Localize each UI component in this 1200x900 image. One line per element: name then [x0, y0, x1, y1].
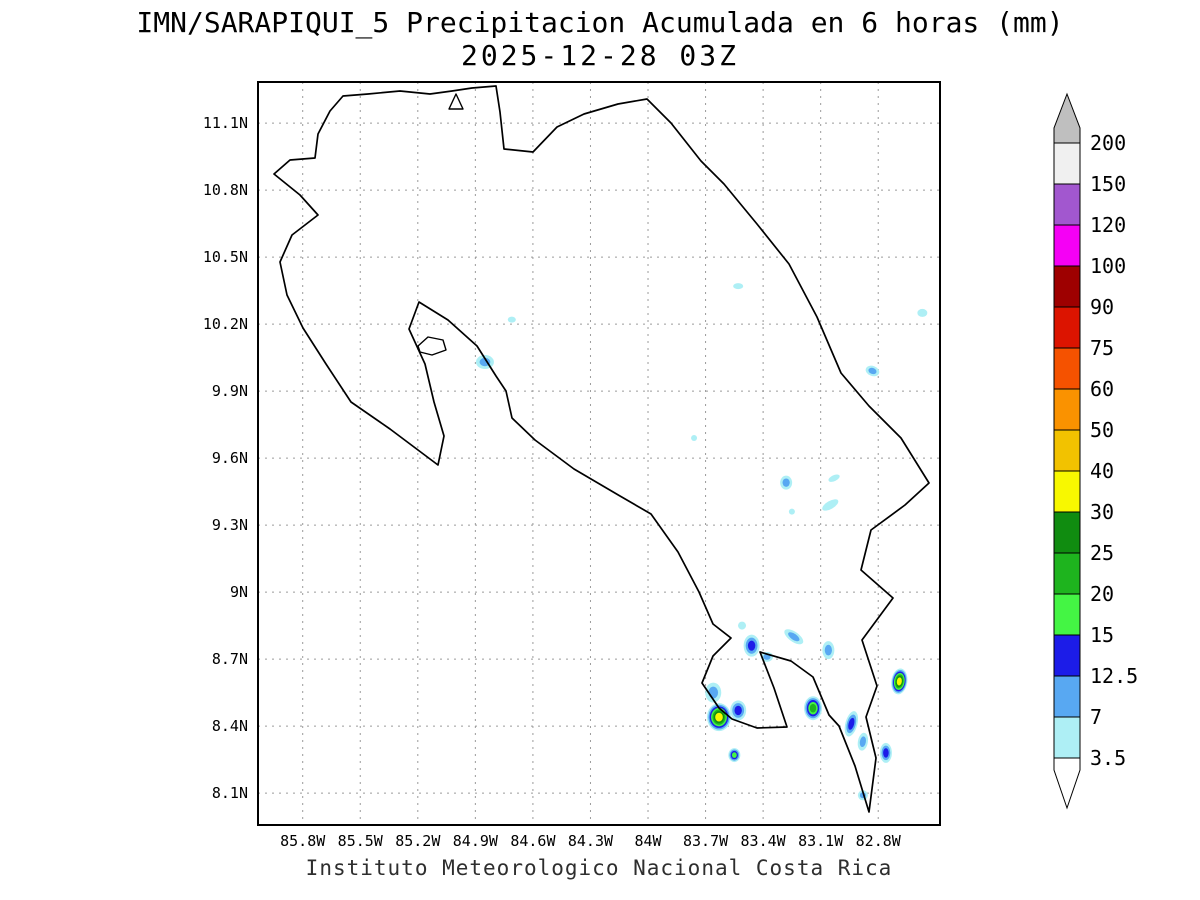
- colorbar-label: 3.5: [1090, 746, 1126, 770]
- y-tick-label: 10.5N: [203, 248, 248, 266]
- title-block: IMN/SARAPIQUI_5 Precipitacion Acumulada …: [0, 6, 1200, 72]
- colorbar-label: 25: [1090, 541, 1114, 565]
- y-tick-label: 8.7N: [212, 650, 248, 668]
- precip-contour: [733, 283, 744, 290]
- colorbar-band: [1053, 675, 1081, 718]
- precip-contour: [917, 308, 928, 317]
- colorbar-label: 7: [1090, 705, 1102, 729]
- precip-contour: [859, 736, 866, 748]
- precip-contour: [822, 499, 839, 511]
- y-tick-label: 10.2N: [203, 315, 248, 333]
- colorbar-band: [1053, 470, 1081, 513]
- y-tick-label: 8.4N: [212, 717, 248, 735]
- x-tick-label: 84.6W: [510, 832, 556, 850]
- grid-lines: [258, 82, 940, 825]
- colorbar-arrow-top: [1053, 92, 1081, 144]
- precip-contour: [691, 434, 698, 441]
- precip-contour: [809, 703, 817, 713]
- colorbar-band: [1053, 306, 1081, 349]
- colorbar-band: [1053, 265, 1081, 308]
- colorbar-band: [1053, 552, 1081, 595]
- caption-institute: Instituto Meteorologico Nacional Costa R…: [305, 856, 893, 880]
- x-tick-label: 84W: [634, 832, 662, 850]
- costa-rica-outline: [273, 85, 930, 813]
- colorbar: 3.5 7 12.5 15 20 25 30 40 50 60 75 90 100 120 150 200: [1053, 92, 1138, 810]
- precip-contour: [788, 632, 800, 642]
- precip-contour: [708, 686, 719, 699]
- x-tick-label: 83.1W: [798, 832, 844, 850]
- chart-subtitle-datetime: 2025-12-28 03Z: [460, 39, 739, 72]
- precip-contour: [896, 677, 902, 686]
- precip-contour: [824, 644, 832, 656]
- y-tick-label: 9.6N: [212, 449, 248, 467]
- colorbar-arrow-bottom: [1053, 757, 1081, 810]
- colorbar-label: 120: [1090, 213, 1126, 237]
- y-tick-label: 11.1N: [203, 114, 248, 132]
- x-tick-label: 85.8W: [280, 832, 326, 850]
- precip-contour: [828, 474, 840, 482]
- x-tick-label: 84.9W: [453, 832, 499, 850]
- precip-contour: [734, 705, 742, 716]
- y-tick-label: 8.1N: [212, 784, 248, 802]
- chira-island-outline: [417, 336, 447, 356]
- x-tick-label: 84.3W: [568, 832, 614, 850]
- x-tick-label: 82.8W: [856, 832, 902, 850]
- colorbar-label: 40: [1090, 459, 1114, 483]
- colorbar-band: [1053, 716, 1081, 759]
- x-tick-label: 85.2W: [395, 832, 441, 850]
- precip-contour: [507, 316, 516, 323]
- x-tick-label: 85.5W: [338, 832, 384, 850]
- colorbar-label: 15: [1090, 623, 1114, 647]
- precip-contour: [782, 478, 790, 487]
- chart-title: IMN/SARAPIQUI_5 Precipitacion Acumulada …: [136, 6, 1064, 39]
- colorbar-label: 50: [1090, 418, 1114, 442]
- y-tick-label: 9.9N: [212, 382, 248, 400]
- colorbar-label: 30: [1090, 500, 1114, 524]
- colorbar-band: [1053, 142, 1081, 185]
- precip-contour: [883, 748, 889, 758]
- colorbar-band: [1053, 224, 1081, 267]
- precip-contour: [731, 752, 737, 758]
- colorbar-band: [1053, 388, 1081, 431]
- colorbar-band: [1053, 511, 1081, 554]
- colorbar-label: 12.5: [1090, 664, 1138, 688]
- precipitation-cells: [475, 283, 928, 801]
- colorbar-label: 60: [1090, 377, 1114, 401]
- colorbar-label: 20: [1090, 582, 1114, 606]
- colorbar-band: [1053, 634, 1081, 677]
- colorbar-band: [1053, 429, 1081, 472]
- colorbar-label: 150: [1090, 172, 1126, 196]
- precip-contour: [868, 367, 877, 375]
- colorbar-label: 75: [1090, 336, 1114, 360]
- y-tick-label: 10.8N: [203, 181, 248, 199]
- colorbar-band: [1053, 347, 1081, 390]
- y-tick-label: 9.3N: [212, 516, 248, 534]
- plot-frame: [257, 81, 941, 826]
- x-tick-label: 83.7W: [683, 832, 729, 850]
- colorbar-band: [1053, 593, 1081, 636]
- colorbar-band: [1053, 183, 1081, 226]
- colorbar-label: 100: [1090, 254, 1126, 278]
- precip-contour: [715, 712, 723, 722]
- colorbar-label: 90: [1090, 295, 1114, 319]
- y-tick-label: 9N: [230, 583, 248, 601]
- axis-tick-labels: 85.8W 85.5W 85.2W 84.9W 84.6W 84.3W 84W 83.7W 83…: [203, 114, 902, 850]
- precip-contour: [747, 640, 756, 651]
- precip-contour: [738, 621, 747, 630]
- lake-island-triangle: [448, 93, 464, 110]
- colorbar-label: 200: [1090, 131, 1126, 155]
- precip-contour: [788, 508, 795, 515]
- x-tick-label: 83.4W: [741, 832, 787, 850]
- precip-contour: [848, 717, 855, 730]
